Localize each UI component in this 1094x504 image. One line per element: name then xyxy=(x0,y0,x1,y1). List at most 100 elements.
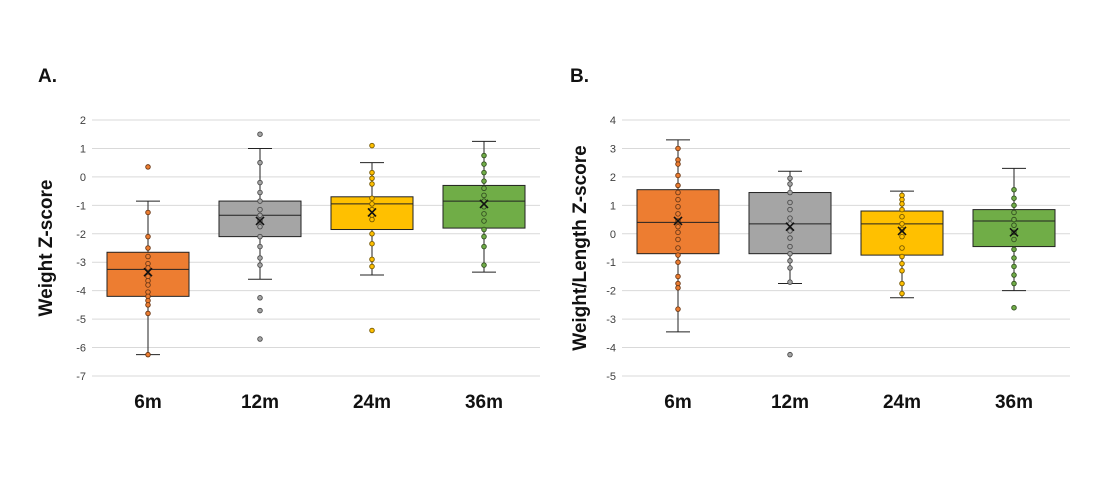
y-tick-label: 0 xyxy=(80,172,86,184)
box-24m xyxy=(860,190,944,299)
x-category-label: 12m xyxy=(771,392,809,413)
data-point xyxy=(257,223,263,230)
data-point xyxy=(481,192,487,199)
data-point xyxy=(787,206,793,213)
data-point xyxy=(257,233,263,240)
y-tick-label: -7 xyxy=(76,371,86,383)
data-point xyxy=(899,245,905,251)
data-point xyxy=(1011,186,1017,193)
x-category-label: 24m xyxy=(883,392,921,413)
data-point xyxy=(369,327,375,334)
data-point xyxy=(369,169,375,176)
data-point xyxy=(481,211,487,217)
data-point xyxy=(899,206,905,213)
data-point xyxy=(369,231,375,237)
data-point xyxy=(1011,236,1017,243)
box-24m xyxy=(330,142,414,334)
data-point xyxy=(257,212,263,219)
x-category-label: 6m xyxy=(134,392,161,413)
data-point xyxy=(369,142,375,149)
data-point xyxy=(369,181,375,187)
data-point xyxy=(787,235,793,241)
y-tick-label: -5 xyxy=(76,314,86,326)
data-point xyxy=(257,336,263,342)
y-tick-label: 4 xyxy=(610,115,616,127)
data-point xyxy=(1011,222,1017,228)
data-point xyxy=(899,201,905,207)
y-tick-label: -5 xyxy=(606,371,616,383)
box-36m xyxy=(972,167,1056,311)
y-tick-label: -1 xyxy=(76,200,86,212)
data-point xyxy=(675,252,681,258)
data-point xyxy=(369,216,375,223)
data-point xyxy=(899,253,905,260)
box-6m xyxy=(636,139,720,333)
data-point xyxy=(369,256,375,263)
data-point xyxy=(1011,209,1017,216)
data-point xyxy=(257,243,263,250)
data-point xyxy=(675,182,681,189)
data-point xyxy=(1011,255,1017,261)
data-point xyxy=(257,206,263,213)
data-point xyxy=(675,145,681,152)
data-point xyxy=(787,215,793,221)
data-point xyxy=(481,185,487,192)
data-point xyxy=(481,243,487,250)
data-point xyxy=(257,131,263,137)
data-point xyxy=(675,259,681,265)
data-point xyxy=(145,253,151,260)
data-point xyxy=(1011,280,1017,287)
data-point xyxy=(675,211,681,217)
x-category-label: 6m xyxy=(664,392,691,413)
data-point xyxy=(675,273,681,280)
y-tick-label: -4 xyxy=(76,286,86,298)
data-point xyxy=(145,282,151,288)
data-point xyxy=(899,268,905,274)
data-point xyxy=(899,280,905,287)
y-axis-label: Weight Z-score xyxy=(36,180,57,317)
data-point xyxy=(787,258,793,264)
data-point xyxy=(145,245,151,251)
data-point xyxy=(481,262,487,268)
y-tick-label: -3 xyxy=(606,314,616,326)
mean-marker xyxy=(897,226,907,236)
data-point xyxy=(369,201,375,207)
mean-marker xyxy=(479,199,489,209)
data-point xyxy=(675,245,681,251)
panel-a-label: A. xyxy=(38,66,57,87)
data-point xyxy=(1011,195,1017,201)
data-point xyxy=(257,159,263,166)
y-tick-label: -2 xyxy=(606,286,616,298)
data-point xyxy=(1011,246,1017,253)
data-point xyxy=(145,233,151,240)
data-point xyxy=(145,209,151,216)
x-category-label: 24m xyxy=(353,392,391,413)
y-tick-label: -1 xyxy=(606,257,616,269)
data-point xyxy=(369,240,375,247)
data-point xyxy=(899,290,905,297)
y-tick-label: 0 xyxy=(610,229,616,241)
data-point xyxy=(145,265,151,271)
data-point xyxy=(787,199,793,206)
data-point xyxy=(1011,272,1017,278)
data-point xyxy=(369,195,375,201)
data-point xyxy=(675,306,681,312)
data-point xyxy=(145,164,151,170)
data-point xyxy=(787,265,793,271)
data-point xyxy=(675,236,681,243)
data-point xyxy=(899,233,905,240)
y-tick-label: -6 xyxy=(76,343,86,355)
box-6m xyxy=(106,164,190,358)
mean-marker xyxy=(143,267,153,277)
data-point xyxy=(257,262,263,268)
mean-marker xyxy=(367,207,377,218)
data-point xyxy=(787,279,793,285)
data-point xyxy=(257,307,263,314)
mean-marker xyxy=(1009,227,1019,237)
data-point xyxy=(787,351,793,358)
box-12m xyxy=(748,170,832,358)
data-point xyxy=(481,218,487,224)
